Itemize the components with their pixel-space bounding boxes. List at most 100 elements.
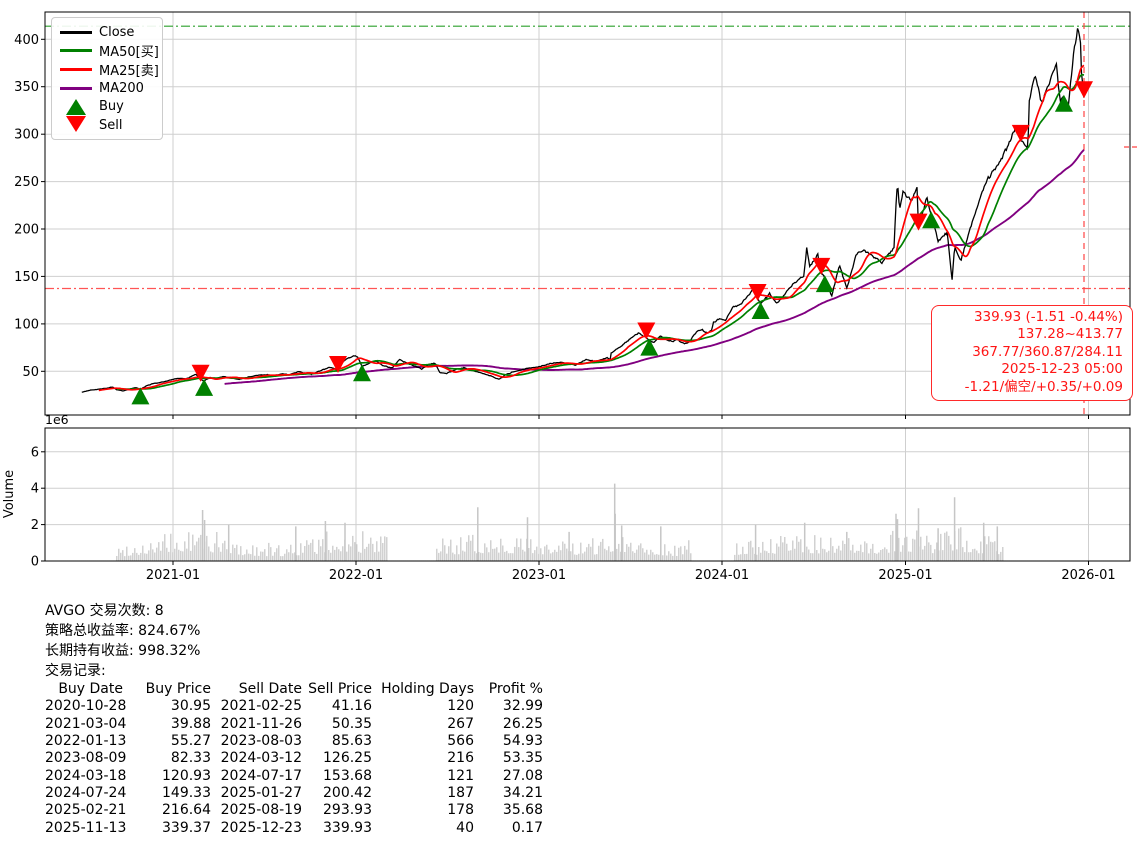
trade-cell: 126.25 [323, 750, 372, 767]
trade-cell: 293.93 [323, 802, 372, 819]
volume-plot-frame [44, 427, 1131, 562]
trade-cell: 178 [447, 802, 474, 819]
trade-cell: 149.33 [162, 785, 211, 802]
trade-cell: 2021-11-26 [220, 715, 302, 732]
volume-tick-label: 2 [31, 518, 39, 533]
tooltip-signal: -1.21/偏空/+0.35/+0.09 [964, 378, 1123, 395]
legend-line-swatch [60, 67, 92, 71]
tooltip-price-change: 339.93 (-1.51 -0.44%) [973, 309, 1123, 325]
trade-cell: 121 [447, 767, 474, 784]
strategy-return-text: 策略总收益率: 824.67% [45, 623, 201, 639]
trade-cell: 339.37 [162, 819, 211, 836]
trade-cell: 82.33 [170, 750, 211, 767]
sell-marker [1011, 124, 1030, 142]
tooltip-ma-values: 367.77/360.87/284.11 [972, 343, 1123, 360]
trade-cell: 2025-12-23 [220, 819, 302, 836]
tooltip-range: 137.28~413.77 [1017, 326, 1123, 343]
trade-cell: 2021-02-25 [220, 698, 302, 715]
tooltip-datetime: 2025-12-23 05:00 [1001, 361, 1123, 378]
trade-table-header-cell: Sell Price [308, 681, 372, 697]
price-tick-label: 100 [14, 317, 39, 332]
volume-tick-label: 0 [31, 555, 39, 570]
trade-cell: 2025-01-27 [220, 785, 302, 802]
trade-cell: 26.25 [502, 715, 543, 732]
trade-cell: 27.08 [502, 767, 543, 784]
trade-cell: 120.93 [162, 767, 211, 784]
trade-cell: 54.93 [502, 733, 543, 750]
ma200-line [224, 149, 1085, 385]
trade-cell: 339.93 [323, 819, 372, 836]
price-tick-label: 300 [14, 128, 39, 143]
trade-table-header-cell: Holding Days [381, 681, 474, 697]
price-tick-label: 350 [14, 80, 39, 95]
legend-item-close: Close [59, 23, 155, 42]
date-tick-label: 2023-01 [512, 568, 566, 583]
date-tick-label: 2022-01 [329, 568, 383, 583]
trade-cell: 200.42 [323, 785, 372, 802]
trade-row: 2024-03-18 120.93 2024-07-17 153.68 121 27.08 [45, 768, 543, 785]
trade-cell: 267 [447, 715, 474, 732]
price-tick-label: 400 [14, 33, 39, 48]
trade-cell: 2024-07-17 [220, 767, 302, 784]
trade-cell: 41.16 [331, 698, 372, 715]
trade-cell: 2025-02-21 [45, 802, 127, 819]
legend-item-buy: Buy [59, 97, 155, 116]
buy-marker [640, 338, 659, 356]
legend-item-ma200: MA200 [59, 79, 155, 98]
trade-cell: 85.63 [331, 733, 372, 750]
buy-marker [353, 364, 371, 382]
buy-marker [131, 387, 150, 405]
buy-marker [815, 275, 834, 293]
buy-triangle-icon [66, 98, 86, 115]
sell-marker [748, 284, 767, 301]
trade-cell: 53.35 [502, 750, 543, 767]
volume-tick-label: 6 [31, 445, 39, 460]
price-tick-label: 50 [22, 365, 39, 380]
trade-cell: 2024-03-12 [220, 750, 302, 767]
buy-marker [195, 378, 214, 396]
date-tick-label: 2021-01 [146, 568, 200, 583]
price-tick-label: 150 [14, 270, 39, 285]
trade-cell: 566 [447, 733, 474, 750]
trade-cell: 2023-08-09 [45, 750, 127, 767]
buy-hold-return-text: 长期持有收益: 998.32% [45, 643, 201, 659]
trade-table-header-cell: Profit % [488, 681, 543, 697]
legend-item-label: Close [99, 24, 135, 40]
buy-marker [1054, 94, 1073, 112]
trade-cell: 32.99 [502, 698, 543, 715]
trade-cell: 0.17 [511, 819, 543, 836]
trade-row: 2023-08-09 82.33 2024-03-12 126.25 216 53.35 [45, 750, 543, 767]
crosshair-info-box: 339.93 (-1.51 -0.44%) 137.28~413.77 367.… [931, 305, 1133, 402]
price-tick-label: 250 [14, 175, 39, 190]
ma25-line [98, 64, 1085, 392]
price-tick-label: 200 [14, 223, 39, 238]
date-tick-label: 2024-01 [695, 568, 749, 583]
trade-cell: 39.88 [170, 715, 211, 732]
backtest-report: AVGO 交易次数: 8 策略总收益率: 824.67% 长期持有收益: 998… [45, 601, 543, 837]
trade-table-header-cell: Buy Price [145, 681, 211, 697]
volume-bars [116, 527, 1004, 561]
legend-item-label: MA25[卖] [99, 63, 159, 79]
trade-records-table: Buy Date Buy Price Sell Date Sell Price Hold… [45, 681, 543, 837]
trade-row: 2022-01-13 55.27 2023-08-03 85.63 566 54.93 [45, 733, 543, 750]
sell-markers [191, 81, 1093, 382]
date-tick-label: 2025-01 [878, 568, 932, 583]
trade-count-text: AVGO 交易次数: 8 [45, 603, 164, 619]
gridlines [45, 12, 1130, 561]
legend-line-swatch [60, 30, 92, 34]
legend-item-ma25: MA25[卖] [59, 60, 159, 79]
sell-triangle-icon [66, 116, 86, 133]
trade-cell: 2025-11-13 [45, 819, 127, 836]
trade-cell: 2023-08-03 [220, 733, 302, 750]
trade-cell: 120 [447, 698, 474, 715]
legend-item-label: MA200 [99, 80, 144, 96]
legend-item-label: Sell [99, 117, 123, 133]
trade-row: 2024-07-24 149.33 2025-01-27 200.42 187 34.21 [45, 785, 543, 802]
axis-ticks [41, 38, 1089, 565]
buy-marker [751, 302, 770, 319]
trade-cell: 2021-03-04 [45, 715, 127, 732]
sell-marker [1075, 81, 1093, 99]
volume-spike-bars [201, 483, 999, 561]
trade-records-label: 交易记录: [45, 663, 106, 679]
